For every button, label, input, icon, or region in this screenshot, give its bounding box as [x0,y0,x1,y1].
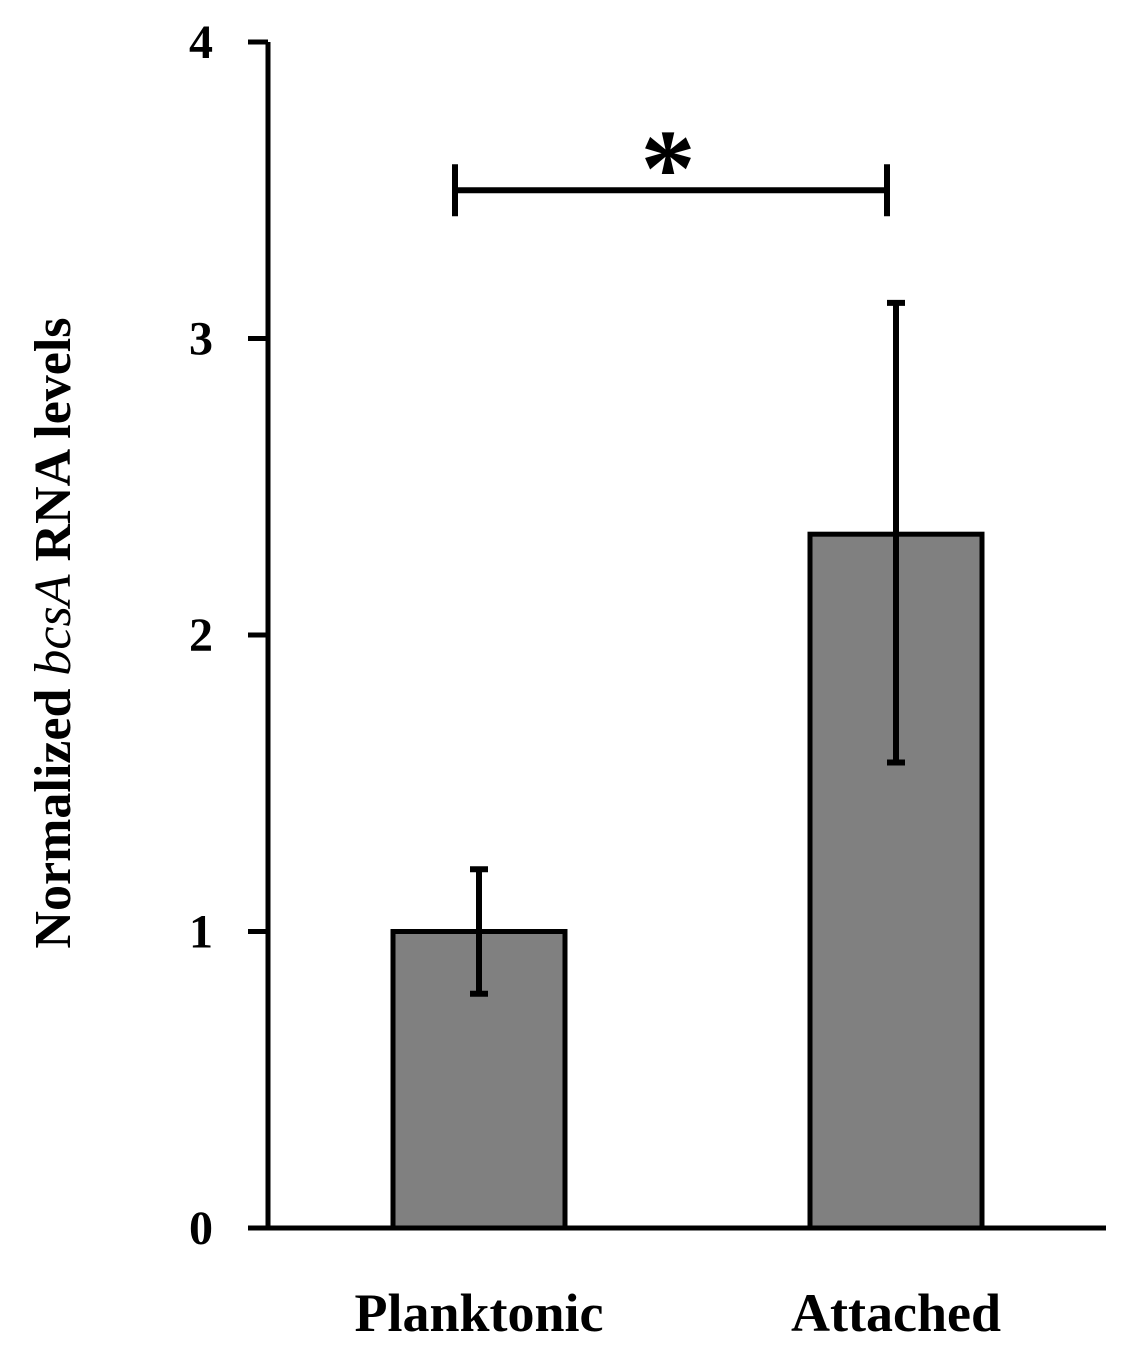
y-axis-label-part-1: Normalized [25,676,82,949]
y-tick-label: 3 [189,313,213,366]
y-axis-label-part-2: RNA levels [25,317,82,574]
y-tick-label: 0 [189,1202,213,1255]
y-tick-label: 1 [189,906,213,959]
significance-asterisk: * [641,107,696,229]
category-label-attached: Attached [791,1283,1001,1343]
category-label-planktonic: Planktonic [354,1283,603,1343]
error-bars [470,299,905,997]
y-tick-label: 4 [189,16,213,69]
y-axis-label-gene: bcsA [25,574,82,675]
y-axis-label: Normalized bcsA RNA levels [25,317,82,948]
significance-bracket: * [452,107,890,229]
y-tick-label: 2 [189,609,213,662]
category-labels: Planktonic Attached [354,1283,1001,1343]
y-ticks: 0 1 2 3 4 [189,16,268,1255]
